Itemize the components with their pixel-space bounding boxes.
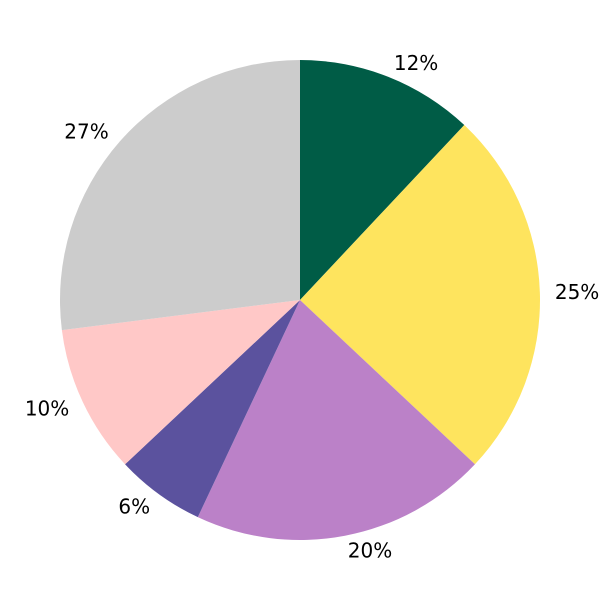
pie-slice-label-3: 6% (118, 494, 150, 518)
pie-slice-1 (300, 125, 540, 465)
pie-slice-4 (61, 300, 300, 465)
slices-group (59, 60, 540, 541)
pie-slice-label-4: 10% (25, 397, 69, 421)
pie-slice-3 (125, 300, 300, 518)
pie-slice-label-2: 20% (348, 538, 392, 562)
pie-slice-label-0: 12% (394, 51, 438, 75)
pie-slice-5 (59, 60, 301, 331)
pie-slice-label-1: 25% (555, 280, 599, 304)
labels-group: 12% 25% 20% 6% 10% 27% (25, 51, 600, 563)
pie-slice-2 (197, 300, 475, 541)
pie-slice-label-5: 27% (64, 119, 108, 143)
pie-slice-0 (300, 60, 465, 300)
